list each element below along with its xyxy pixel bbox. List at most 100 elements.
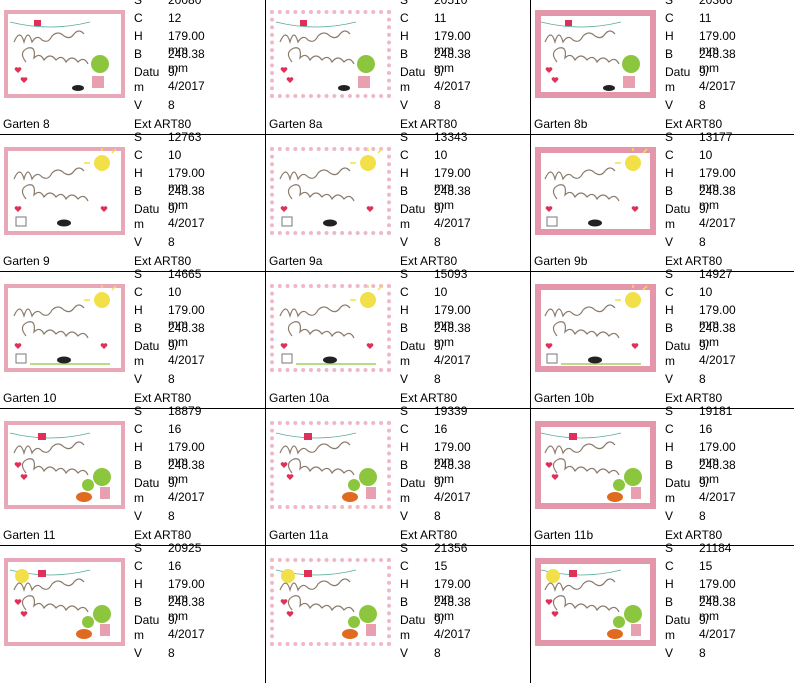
version-value: 8 bbox=[434, 372, 441, 386]
design-thumbnail[interactable] bbox=[4, 421, 125, 509]
file-extension: Ext ART80 bbox=[665, 254, 723, 268]
sun-icon bbox=[546, 569, 560, 583]
design-entry[interactable]: S 18879 C 16 H 179.00 mm B 248.38 mm Datu 9/ 4/20… bbox=[0, 404, 265, 546]
sun-icon bbox=[625, 155, 641, 171]
version-label: V bbox=[400, 646, 409, 660]
lettering-line-1 bbox=[13, 578, 85, 593]
design-thumbnail[interactable] bbox=[4, 147, 125, 235]
stitch-count: 20080 bbox=[168, 0, 202, 7]
fence-icon bbox=[100, 624, 110, 636]
design-entry[interactable]: S 20366 C 11 H 179.00 mm B 248.38 mm Datu 9/ 4/20… bbox=[530, 0, 794, 135]
design-thumbnail[interactable] bbox=[270, 558, 391, 646]
design-entry[interactable]: S 20080 C 12 H 179.00 mm B 248.38 mm Datu 9/ 4/20… bbox=[0, 0, 265, 135]
date-value: 9/ 4/2017 bbox=[168, 476, 205, 504]
stitch-count-label: S bbox=[400, 130, 409, 144]
heart-icon bbox=[280, 462, 288, 468]
design-entry[interactable]: S 21184 C 15 H 179.00 mm B 248.38 mm Datu 9/ 4/20… bbox=[530, 541, 794, 683]
version-label: V bbox=[665, 98, 674, 112]
shirt-icon bbox=[569, 433, 577, 440]
bucket-icon bbox=[546, 216, 558, 227]
width-value-label: B bbox=[400, 184, 409, 198]
embroidery-motif bbox=[540, 569, 642, 639]
design-entry[interactable]: S 13343 C 10 H 179.00 mm B 248.38 mm Datu 9/ 4/20… bbox=[265, 130, 530, 272]
design-thumbnail[interactable] bbox=[270, 147, 391, 235]
date-value-label: Datu bbox=[400, 202, 426, 216]
height-value: 179.00 mm bbox=[168, 29, 205, 57]
design-thumbnail[interactable] bbox=[4, 558, 125, 646]
shirt-icon bbox=[565, 20, 572, 26]
design-thumbnail[interactable] bbox=[535, 421, 656, 509]
thumbnail-frame bbox=[270, 558, 391, 646]
design-entry[interactable]: S 19339 C 16 H 179.00 mm B 248.38 mm Datu 9/ 4/20… bbox=[265, 404, 530, 546]
design-thumbnail[interactable] bbox=[270, 421, 391, 509]
thumbnail-frame bbox=[270, 284, 391, 372]
file-extension: Ext ART80 bbox=[400, 117, 458, 131]
embroidery-motif bbox=[540, 20, 640, 91]
shirt-icon bbox=[304, 433, 312, 440]
hedgehog-icon bbox=[342, 629, 358, 639]
color-count: 10 bbox=[168, 148, 182, 162]
version-label: V bbox=[400, 98, 409, 112]
bunting-line bbox=[540, 432, 622, 439]
design-thumbnail[interactable] bbox=[270, 284, 391, 372]
heart-icon bbox=[14, 599, 22, 605]
version-label: V bbox=[400, 509, 409, 523]
width-value: 248.38 mm bbox=[434, 458, 471, 486]
fence-icon bbox=[366, 624, 376, 636]
lettering-line-2 bbox=[21, 321, 89, 339]
date-value: 9/ 4/2017 bbox=[168, 613, 205, 641]
design-entry[interactable]: S 19181 C 16 H 179.00 mm B 248.38 mm Datu 9/ 4/20… bbox=[530, 404, 794, 546]
stitch-count-label: S bbox=[134, 0, 143, 7]
height-value: 179.00 mm bbox=[168, 303, 205, 331]
height-value: 179.00 mm bbox=[168, 440, 205, 468]
stitch-count: 19339 bbox=[434, 404, 468, 418]
stitch-count: 20510 bbox=[434, 0, 468, 7]
design-entry[interactable]: S 14665 C 10 H 179.00 mm B 248.38 mm Datu 9/ 4/20… bbox=[0, 267, 265, 409]
design-entry[interactable]: S 20510 C 11 H 179.00 mm B 248.38 mm Datu 9/ 4/20… bbox=[265, 0, 530, 135]
width-value-label: B bbox=[665, 595, 674, 609]
tree-icon bbox=[359, 468, 377, 486]
date-label-wrap: m bbox=[134, 628, 144, 642]
version-value: 8 bbox=[168, 372, 175, 386]
embroidery-motif bbox=[13, 285, 117, 365]
shirt-icon bbox=[569, 570, 577, 577]
stitch-count-label: S bbox=[665, 130, 674, 144]
width-value: 248.38 mm bbox=[699, 321, 736, 349]
width-value-label: B bbox=[665, 47, 674, 61]
design-entry[interactable]: S 21356 C 15 H 179.00 mm B 248.38 mm Datu 9/ 4/20… bbox=[265, 541, 530, 683]
hedgehog-icon bbox=[607, 492, 623, 502]
design-thumbnail[interactable] bbox=[4, 10, 125, 98]
design-thumbnail[interactable] bbox=[4, 284, 125, 372]
design-entry[interactable]: S 20925 C 16 H 179.00 mm B 248.38 mm Datu 9/ 4/20… bbox=[0, 541, 265, 683]
design-entry[interactable]: S 15093 C 10 H 179.00 mm B 248.38 mm Datu 9/ 4/20… bbox=[265, 267, 530, 409]
height-value-label: H bbox=[134, 303, 143, 317]
tree-icon bbox=[613, 616, 625, 628]
version-value: 8 bbox=[168, 646, 175, 660]
design-thumbnail[interactable] bbox=[535, 10, 656, 98]
heart-icon bbox=[545, 67, 553, 73]
sun-icon bbox=[625, 292, 641, 308]
stitch-count-label: S bbox=[665, 404, 674, 418]
design-name: Garten 8a bbox=[269, 117, 323, 131]
design-thumbnail[interactable] bbox=[535, 147, 656, 235]
tree-icon bbox=[622, 55, 640, 73]
date-label-wrap: m bbox=[400, 628, 410, 642]
design-entry[interactable]: S 13177 C 10 H 179.00 mm B 248.38 mm Datu 9/ 4/20… bbox=[530, 130, 794, 272]
lettering-line-2 bbox=[21, 184, 89, 202]
heart-icon bbox=[286, 611, 294, 617]
design-name: Garten 10 bbox=[3, 391, 57, 405]
design-thumbnail[interactable] bbox=[270, 10, 391, 98]
width-value-label: B bbox=[400, 321, 409, 335]
color-count-label: C bbox=[665, 285, 674, 299]
design-entry[interactable]: S 12763 C 10 H 179.00 mm B 248.38 mm Datu 9/ 4/20… bbox=[0, 130, 265, 272]
version-label: V bbox=[665, 372, 674, 386]
heart-icon bbox=[551, 77, 559, 83]
version-label: V bbox=[665, 235, 674, 249]
date-value: 9/ 4/2017 bbox=[168, 339, 205, 367]
thumbnail-frame bbox=[270, 147, 391, 235]
stitch-count: 21356 bbox=[434, 541, 468, 555]
design-thumbnail[interactable] bbox=[535, 558, 656, 646]
design-entry[interactable]: S 14927 C 10 H 179.00 mm B 248.38 mm Datu 9/ 4/20… bbox=[530, 267, 794, 409]
design-thumbnail[interactable] bbox=[535, 284, 656, 372]
